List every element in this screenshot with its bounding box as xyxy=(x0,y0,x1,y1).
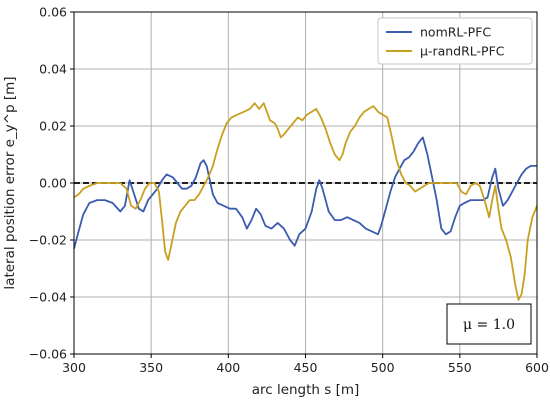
y-axis-ticks: −0.06 −0.04 −0.02 0.00 0.02 0.04 0.06 xyxy=(29,5,74,362)
legend-box xyxy=(377,17,533,65)
series-line-2 xyxy=(73,102,538,301)
mu-annotation: μ = 1.0 xyxy=(446,303,532,345)
annotation-box xyxy=(446,303,532,345)
y-tick-label: 0.06 xyxy=(39,5,67,20)
series-layer xyxy=(73,102,538,301)
x-tick-label: 350 xyxy=(139,360,163,375)
legend-label: nomRL-PFC xyxy=(420,25,491,40)
x-tick-label: 300 xyxy=(62,360,86,375)
y-tick-label: 0.04 xyxy=(39,62,67,77)
x-tick-label: 450 xyxy=(294,360,318,375)
x-axis-label: arc length s [m] xyxy=(252,382,360,398)
x-tick-label: 500 xyxy=(371,360,395,375)
y-tick-label: 0.00 xyxy=(39,176,67,191)
y-tick-label: −0.04 xyxy=(29,290,67,305)
y-tick-label: −0.06 xyxy=(29,347,67,362)
x-tick-label: 550 xyxy=(448,360,472,375)
x-tick-label: 400 xyxy=(216,360,240,375)
series-line-1 xyxy=(73,136,537,249)
y-axis-label: lateral position error e_y^p [m] xyxy=(2,76,18,289)
legend-label: μ-randRL-PFC xyxy=(420,44,505,59)
x-axis-ticks: 300 350 400 450 500 550 600 xyxy=(62,354,549,375)
y-tick-label: 0.02 xyxy=(39,119,67,134)
x-tick-label: 600 xyxy=(525,360,549,375)
annotation-text: μ = 1.0 xyxy=(463,317,515,333)
legend: nomRL-PFC μ-randRL-PFC xyxy=(377,17,533,65)
y-tick-label: −0.02 xyxy=(29,233,67,248)
